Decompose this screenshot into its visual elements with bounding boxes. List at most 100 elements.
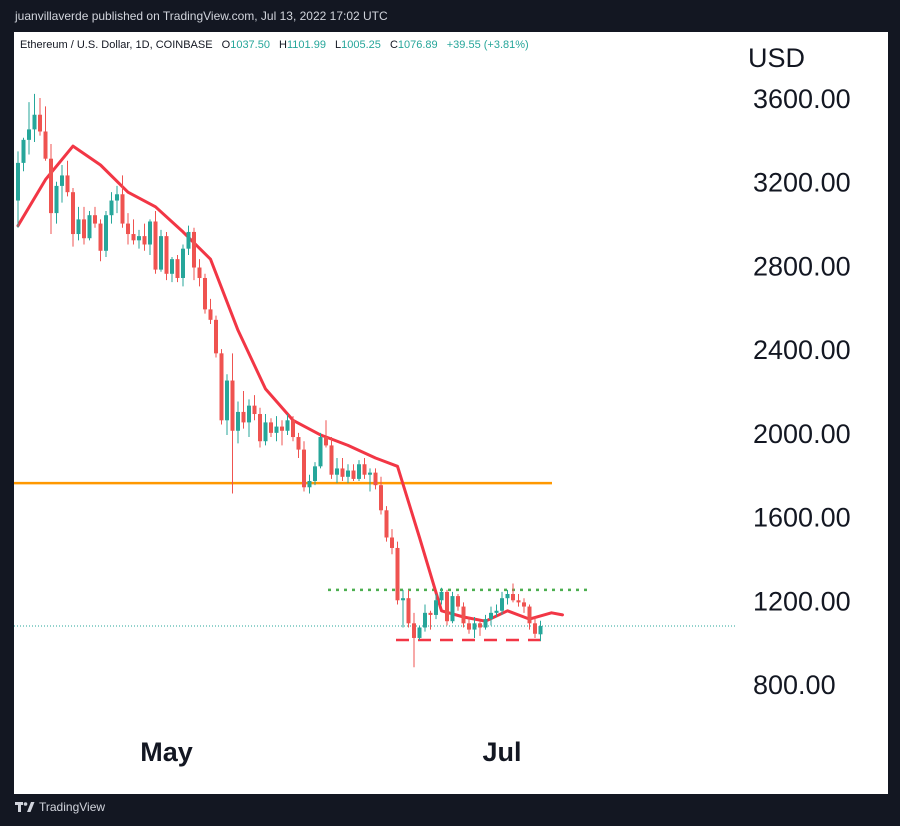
y-tick-label: 3600.00: [753, 84, 851, 114]
candle: [104, 211, 108, 258]
candle: [170, 257, 174, 283]
top-bar: juanvillaverde published on TradingView.…: [0, 0, 900, 32]
candle: [450, 591, 455, 624]
candle-body: [472, 623, 477, 630]
candle-body: [362, 464, 367, 475]
candle-body: [225, 380, 229, 421]
candle: [280, 420, 284, 446]
candle-body: [379, 485, 383, 511]
candle-body: [313, 466, 317, 481]
candle: [241, 391, 246, 429]
candle-body: [49, 158, 53, 214]
candle: [291, 416, 295, 442]
candle: [285, 414, 290, 435]
candle: [65, 160, 70, 197]
candle: [296, 432, 301, 458]
candle: [153, 211, 158, 274]
candle-body: [230, 380, 235, 431]
x-tick-label: May: [140, 737, 193, 767]
candle: [219, 349, 224, 425]
candle-body: [104, 215, 108, 251]
candle-body: [406, 598, 411, 624]
candle-body: [21, 139, 26, 163]
candle: [247, 399, 251, 438]
candle: [461, 602, 466, 628]
candle: [533, 617, 537, 638]
candle: [21, 137, 26, 172]
candle-body: [390, 537, 394, 548]
candle-body: [445, 591, 449, 622]
candle-body: [351, 470, 356, 479]
candle: [120, 175, 125, 228]
high-label: H: [279, 39, 287, 51]
candle-body: [236, 411, 240, 431]
candle-body: [142, 236, 147, 245]
candle-body: [181, 248, 185, 278]
candle: [467, 617, 471, 634]
bottom-bar: TradingView: [0, 794, 900, 826]
candle-body: [164, 236, 169, 274]
candle: [307, 474, 312, 494]
candle-body: [274, 426, 279, 433]
tradingview-brand[interactable]: TradingView: [15, 796, 105, 818]
candle: [351, 464, 356, 481]
candle-body: [401, 598, 405, 601]
change-value: +39.55 (+3.81%): [446, 39, 529, 51]
candle: [538, 620, 543, 642]
candle: [494, 604, 499, 618]
candle: [60, 164, 64, 203]
candle: [373, 468, 378, 490]
candle: [109, 192, 114, 224]
tradingview-logo-icon: [15, 802, 35, 812]
candle-body: [516, 600, 521, 603]
candle-body: [131, 234, 136, 241]
candle: [335, 457, 339, 484]
candle: [263, 414, 268, 446]
candle: [71, 187, 75, 247]
candle: [181, 244, 185, 287]
chart-panel[interactable]: Ethereum / U.S. Dollar, 1D, COINBASE O10…: [14, 32, 888, 794]
candle-body: [170, 259, 174, 274]
candle-body: [27, 129, 31, 140]
candle-body: [395, 547, 400, 601]
candle: [318, 432, 323, 469]
candle: [252, 395, 257, 421]
candle-body: [368, 472, 372, 475]
candle-body: [335, 468, 339, 475]
candle-body: [522, 602, 526, 607]
price-chart[interactable]: USD 3600.00 3200.00 2800.00 2400.00 2000.00 16…: [14, 32, 888, 794]
candle-body: [82, 219, 86, 239]
candle-body: [280, 426, 284, 431]
candle-body: [153, 221, 158, 270]
candle: [423, 604, 427, 632]
y-tick-label: 1600.00: [753, 503, 851, 533]
candle-body: [269, 422, 273, 433]
candle: [379, 476, 383, 515]
candle: [439, 587, 444, 605]
candle: [87, 211, 92, 241]
candle: [82, 206, 86, 245]
candle-body: [456, 596, 460, 607]
candle: [483, 614, 488, 630]
y-tick-label: 2400.00: [753, 335, 851, 365]
candle-body: [461, 606, 466, 624]
y-axis-currency-label: USD: [748, 43, 805, 73]
open-label: O: [221, 39, 231, 51]
candle-body: [186, 231, 191, 249]
y-tick-label: 2800.00: [753, 251, 851, 281]
candle: [522, 598, 526, 613]
candle: [516, 594, 521, 607]
candle-body: [219, 353, 224, 421]
candle: [186, 225, 191, 255]
published-text: juanvillaverde published on TradingView.…: [15, 9, 388, 23]
candle-body: [329, 445, 334, 475]
candle-body: [43, 131, 48, 159]
candle: [137, 229, 141, 249]
candle: [236, 401, 240, 444]
y-tick-label: 2000.00: [753, 419, 851, 449]
candle-body: [197, 267, 202, 278]
candle: [357, 460, 361, 481]
candle-body: [538, 626, 543, 635]
candles-group: [16, 93, 543, 668]
candle: [269, 418, 273, 438]
